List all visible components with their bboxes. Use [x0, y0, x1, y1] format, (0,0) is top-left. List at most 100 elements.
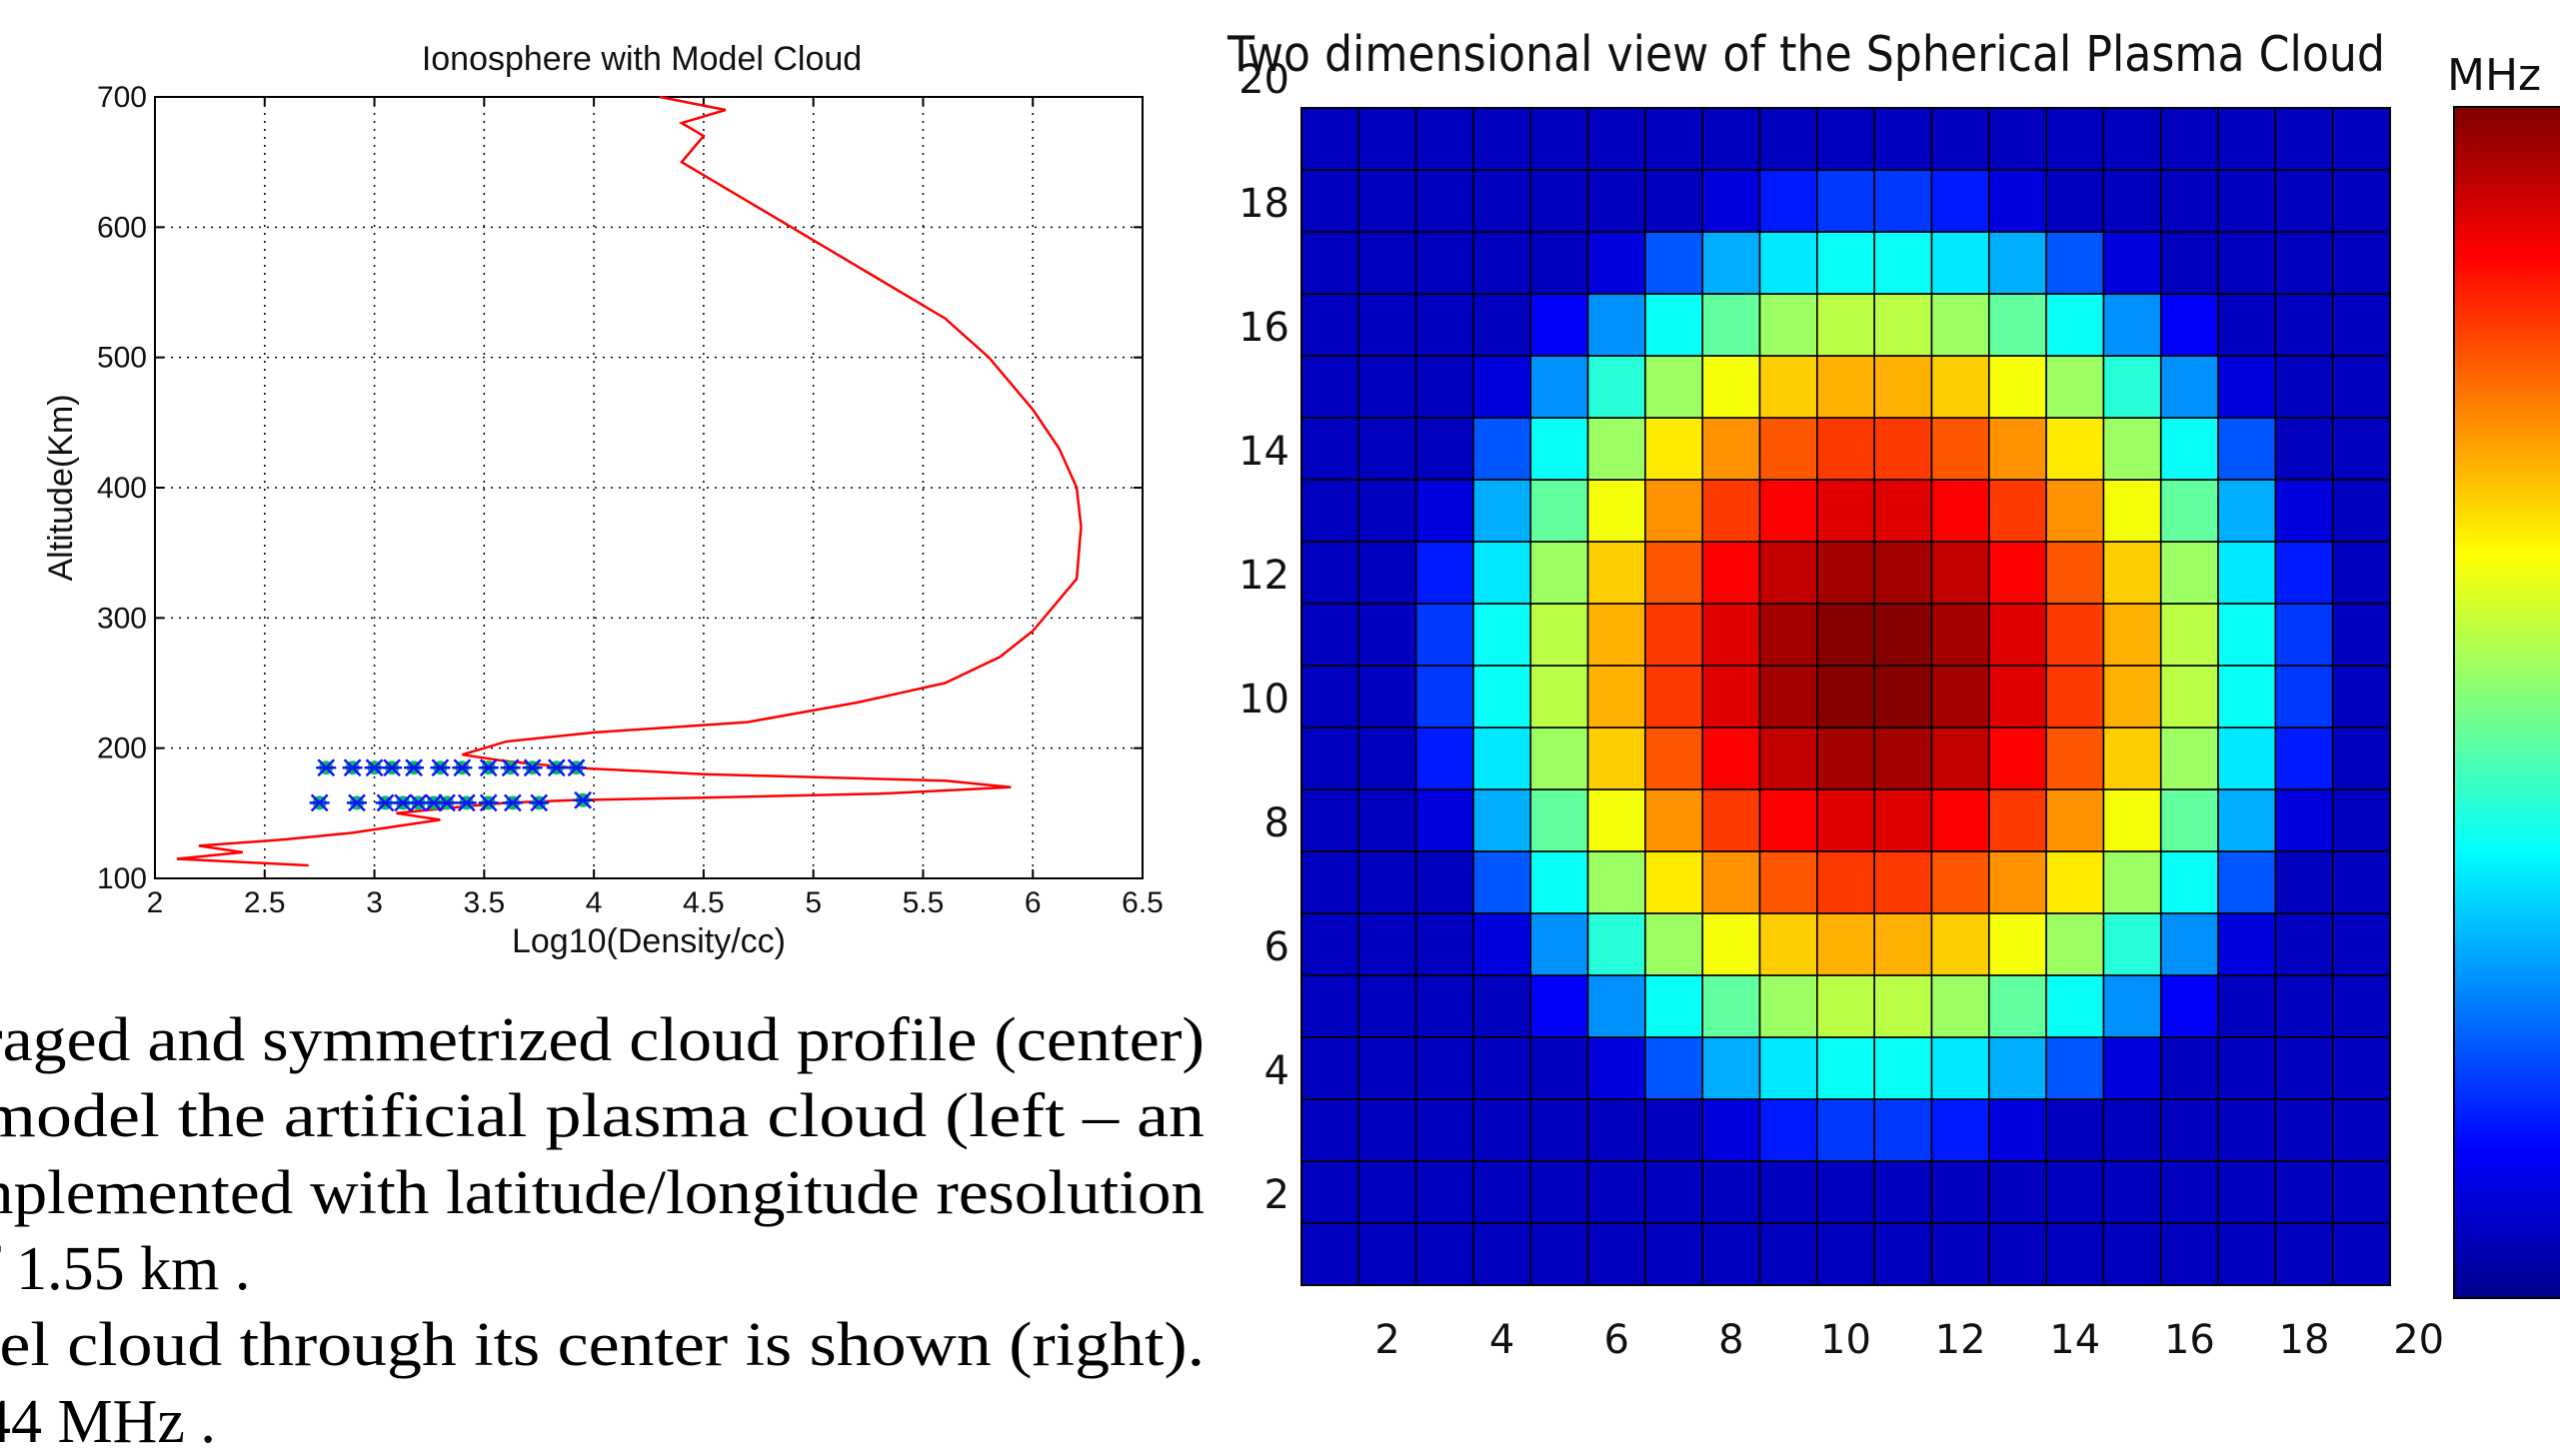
- heatmap-cell: [1930, 1222, 1990, 1286]
- heatmap-cell: [1701, 788, 1761, 852]
- heatmap-cell: [1644, 727, 1704, 790]
- heatmap-cell: [1816, 603, 1875, 667]
- heatmap-cell: [1529, 107, 1589, 171]
- heatmap-cell: [2217, 603, 2277, 667]
- heatmap-cell: [1357, 1098, 1417, 1162]
- heatmap-cell: [1644, 1098, 1704, 1162]
- heatmap-cell: [1644, 231, 1704, 295]
- heatmap-cell: [1300, 293, 1360, 357]
- heatmap-cell: [1529, 850, 1589, 914]
- heatmap-x-tick-label: 2: [1374, 1317, 1399, 1363]
- heatmap-cell: [1472, 417, 1532, 481]
- left-plot-y-tick-labels: 100 200 300 400 500 600 700: [97, 81, 147, 895]
- heatmap-cell: [1472, 1160, 1532, 1224]
- heatmap-cell: [1758, 293, 1818, 357]
- heatmap-cell: [1701, 1160, 1761, 1224]
- heatmap-cell: [2159, 603, 2219, 667]
- x-tick-label: 4.5: [683, 886, 725, 919]
- heatmap-cell: [2331, 912, 2391, 976]
- heatmap-cell: [2045, 417, 2105, 481]
- heatmap-cell: [1414, 107, 1474, 171]
- body-text-line: raged and symmetrized cloud profile (cen…: [0, 1006, 1206, 1074]
- density-profile-line: [176, 95, 1083, 867]
- heatmap-cell: [1300, 665, 1360, 728]
- heatmap-cell: [1644, 1222, 1704, 1286]
- heatmap-cell: [2102, 107, 2162, 171]
- heatmap-cell: [1586, 850, 1646, 914]
- heatmap-cell: [1758, 1222, 1818, 1286]
- heatmap-cell: [1529, 788, 1589, 852]
- heatmap-cell: [1644, 603, 1704, 667]
- heatmap-cell: [2045, 541, 2105, 605]
- heatmap-cell: [1816, 355, 1875, 419]
- heatmap-cell: [1300, 1098, 1360, 1162]
- heatmap-cell: [1472, 541, 1532, 605]
- heatmap-cell: [1987, 417, 2047, 481]
- heatmap-cell: [1701, 355, 1761, 419]
- heatmap-cell: [2274, 293, 2334, 357]
- heatmap-cell: [1816, 479, 1875, 543]
- heatmap-cell: [1529, 1036, 1589, 1100]
- heatmap-cell: [2159, 417, 2219, 481]
- heatmap-cell: [1300, 169, 1360, 233]
- heatmap-cell: [1758, 1036, 1818, 1100]
- heatmap-y-tick-label: 18: [1239, 181, 1289, 227]
- heatmap-cell: [1816, 417, 1875, 481]
- cloud-marker: [500, 758, 521, 777]
- heatmap-cell: [1701, 912, 1761, 976]
- heatmap-cell: [1586, 355, 1646, 419]
- heatmap-cell: [1414, 788, 1474, 852]
- heatmap-cell: [2102, 541, 2162, 605]
- heatmap-cell: [1701, 479, 1761, 543]
- heatmap-x-tick-label: 18: [2279, 1317, 2330, 1363]
- heatmap-cell: [1816, 107, 1875, 171]
- heatmap-cell: [1873, 974, 1933, 1038]
- heatmap-cell: [2159, 293, 2219, 357]
- heatmap-cell: [2045, 355, 2105, 419]
- heatmap-cell: [2274, 1036, 2334, 1100]
- heatmap-cell: [2331, 479, 2391, 543]
- x-tick-label: 5: [805, 886, 822, 919]
- heatmap-cell: [1529, 293, 1589, 357]
- heatmap-cell: [1357, 912, 1417, 976]
- heatmap-cell: [1529, 1160, 1589, 1224]
- heatmap-cell: [1472, 665, 1532, 728]
- heatmap-cell: [1472, 603, 1532, 667]
- heatmap-y-tick-label: 6: [1265, 924, 1289, 970]
- heatmap-cell: [2045, 107, 2105, 171]
- cloud-marker: [404, 758, 425, 777]
- heatmap-cell: [1300, 479, 1360, 543]
- heatmap-cell: [2274, 479, 2334, 543]
- heatmap-cell: [2274, 850, 2334, 914]
- heatmap-cell: [1758, 665, 1818, 728]
- heatmap-cell: [1987, 603, 2047, 667]
- heatmap-cell: [1357, 293, 1417, 357]
- heatmap-cell: [1873, 293, 1933, 357]
- heatmap-cell: [1873, 107, 1933, 171]
- heatmap-cell: [1644, 107, 1704, 171]
- heatmap-cell: [2159, 1098, 2219, 1162]
- heatmap-cell: [2331, 788, 2391, 852]
- heatmap-x-tick-label: 4: [1489, 1317, 1514, 1363]
- heatmap-cell: [2102, 603, 2162, 667]
- x-tick-label: 2.5: [244, 886, 286, 919]
- heatmap-cell: [1816, 974, 1875, 1038]
- cloud-marker: [364, 758, 385, 777]
- heatmap-cell: [2045, 850, 2105, 914]
- heatmap-cell: [1930, 1160, 1990, 1224]
- heatmap-cell: [1472, 788, 1532, 852]
- heatmap-cell: [1586, 603, 1646, 667]
- heatmap-cell: [1586, 788, 1646, 852]
- heatmap-cell: [1930, 603, 1990, 667]
- heatmap-cell: [1930, 417, 1990, 481]
- heatmap-cell: [1586, 1222, 1646, 1286]
- heatmap-cell: [1357, 355, 1417, 419]
- heatmap-cell: [2217, 788, 2277, 852]
- heatmap-cell: [1586, 1098, 1646, 1162]
- heatmap-cell: [2045, 1036, 2105, 1100]
- heatmap-cell: [1758, 788, 1818, 852]
- heatmap-cell: [1357, 850, 1417, 914]
- heatmap-cell: [2217, 1098, 2277, 1162]
- heatmap-cell: [1586, 727, 1646, 790]
- heatmap-cell: [1300, 541, 1360, 605]
